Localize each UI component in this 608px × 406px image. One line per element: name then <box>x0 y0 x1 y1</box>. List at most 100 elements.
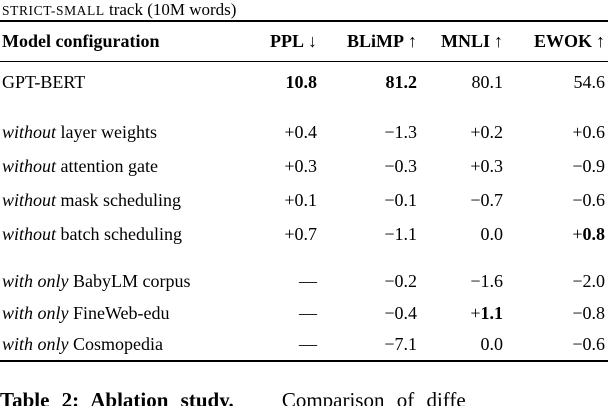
row-label: without layer weights <box>0 115 240 149</box>
column-header-label: Model configuration <box>2 30 160 51</box>
metric-value: −7.1 <box>384 334 417 354</box>
metric-cell: — <box>240 297 317 329</box>
metric-cell: −0.3 <box>317 149 417 183</box>
table-row: without layer weights +0.4 −1.3 +0.2 +0.6 <box>0 115 608 149</box>
metric-value: −0.1 <box>384 189 417 210</box>
metric-cell: −7.1 <box>317 329 417 361</box>
metric-cell: 54.6 <box>503 61 608 103</box>
row-label-italic-prefix: without <box>2 223 57 244</box>
metric-cell: 81.2 <box>317 61 418 103</box>
metric-cell: −1.1 <box>317 217 417 251</box>
metric-cell: 80.1 <box>417 61 504 103</box>
metric-cell: −0.9 <box>503 149 608 183</box>
metric-value: 80.1 <box>471 71 504 92</box>
metric-value: — <box>299 334 317 354</box>
row-label-italic-prefix: with only <box>2 334 69 354</box>
metric-value: −0.9 <box>572 155 605 176</box>
table-row: without attention gate +0.3 −0.3 +0.3 −0.9 <box>0 149 608 183</box>
metric-value: −1.1 <box>384 223 417 244</box>
sort-direction-arrow-icon: ↑ <box>408 30 417 51</box>
metric-value: +0.2 <box>470 121 503 142</box>
metric-cell: +0.2 <box>417 115 503 149</box>
table-row: with only BabyLM corpus — −0.2 −1.6 −2.0 <box>0 265 608 297</box>
metric-value-bold: 0.8 <box>582 223 606 244</box>
track-label: STRICT-SMALL track (10M words) <box>2 0 236 21</box>
column-header-label: EWOK <box>533 30 592 51</box>
metric-cell: +0.7 <box>240 217 317 251</box>
metric-cell: −1.3 <box>317 115 417 149</box>
metric-cell: +0.8 <box>503 217 608 251</box>
metric-value: −0.2 <box>384 270 417 291</box>
table-row: GPT-BERT 10.8 81.2 80.1 54.6 <box>0 61 608 103</box>
metric-cell: −0.6 <box>503 329 608 361</box>
metric-cell: +1.1 <box>417 297 503 329</box>
metric-value: 0.0 <box>480 334 504 354</box>
metric-value: 54.6 <box>573 71 606 92</box>
metric-cell: 10.8 <box>240 61 318 103</box>
spacer-row <box>0 251 608 265</box>
metric-cell: +0.4 <box>240 115 317 149</box>
row-label-italic-prefix: without <box>2 121 57 142</box>
metric-value-bold: 1.1 <box>480 302 504 323</box>
metric-cell: −2.0 <box>503 265 608 297</box>
track-description: track (10M words) <box>104 0 237 19</box>
metric-cell: 0.0 <box>417 329 504 361</box>
header-row: Model configuration PPL ↓ BLiMP ↑ MNLI ↑ EWOK ↑ <box>0 21 608 61</box>
track-name: STRICT-SMALL <box>2 3 105 18</box>
metric-cell: −0.4 <box>317 297 417 329</box>
metric-value: +0.7 <box>284 223 317 244</box>
ablation-table: Model configuration PPL ↓ BLiMP ↑ MNLI ↑ EWOK ↑ … <box>0 20 608 362</box>
row-label: with only Cosmopedia <box>0 329 240 361</box>
metric-cell: −0.2 <box>317 265 417 297</box>
metric-value: +0.6 <box>572 121 605 142</box>
row-label-italic-prefix: without <box>2 189 57 210</box>
column-header: EWOK ↑ <box>503 21 608 61</box>
table-row: without batch scheduling +0.7 −1.1 0.0 +0.8 <box>0 217 608 251</box>
metric-value: −1.6 <box>470 270 503 291</box>
metric-cell: −0.6 <box>503 183 608 217</box>
caption-text: Comparison of diffe <box>281 388 466 406</box>
column-header: PPL ↓ <box>240 21 317 61</box>
column-header-label: BLiMP <box>347 30 404 51</box>
row-label: with only BabyLM corpus <box>0 265 240 297</box>
row-label: GPT-BERT <box>0 61 240 103</box>
metric-value: 0.0 <box>480 223 504 244</box>
spacer-row <box>0 103 608 115</box>
metric-cell: +0.3 <box>240 149 317 183</box>
metric-value: — <box>299 270 317 291</box>
metric-value: −0.3 <box>384 155 417 176</box>
metric-value: −0.6 <box>572 189 605 210</box>
metric-cell: — <box>240 329 317 361</box>
row-label-italic-prefix: without <box>2 155 57 176</box>
sort-direction-arrow-icon: ↓ <box>308 30 317 51</box>
metric-value: −2.0 <box>572 270 605 291</box>
metric-cell: −0.8 <box>503 297 608 329</box>
column-header-label: PPL <box>270 30 304 51</box>
metric-value: + <box>572 223 583 244</box>
row-label-text: attention gate <box>56 155 158 176</box>
row-label: without batch scheduling <box>0 217 240 251</box>
metric-value: −0.6 <box>572 334 605 354</box>
row-label: with only FineWeb-edu <box>0 297 240 329</box>
row-label-text: Cosmopedia <box>68 334 163 354</box>
metric-value-bold: 10.8 <box>285 71 318 92</box>
row-label-text: batch scheduling <box>56 223 182 244</box>
metric-value: +0.4 <box>284 121 317 142</box>
column-header: Model configuration <box>0 21 240 61</box>
metric-value: +0.3 <box>470 155 503 176</box>
row-label-text: GPT-BERT <box>2 71 86 92</box>
metric-value: −1.3 <box>384 121 417 142</box>
metric-cell: −1.6 <box>417 265 503 297</box>
metric-value-bold: 81.2 <box>385 71 418 92</box>
table-caption: Table 2: Ablation study. Comparison of di… <box>0 387 608 406</box>
row-label-italic-prefix: with only <box>2 270 69 291</box>
metric-cell: +0.1 <box>240 183 317 217</box>
sort-direction-arrow-icon: ↑ <box>596 30 605 51</box>
metric-value: +0.1 <box>284 189 317 210</box>
metric-value: +0.3 <box>284 155 317 176</box>
metric-value: −0.7 <box>470 189 503 210</box>
column-header-label: MNLI <box>441 30 490 51</box>
column-header: MNLI ↑ <box>417 21 503 61</box>
row-label-text: mask scheduling <box>56 189 181 210</box>
